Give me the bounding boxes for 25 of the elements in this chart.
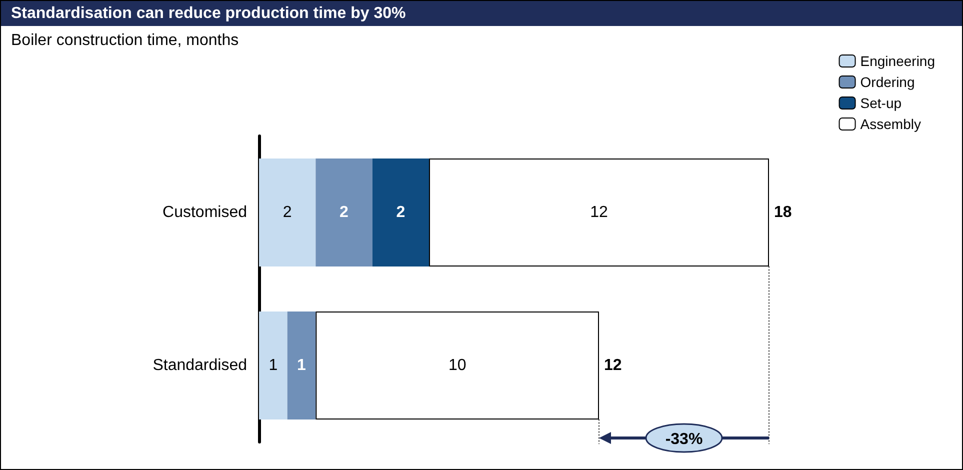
- data-label: 2: [282, 204, 292, 221]
- y-tick-label: Standardised: [152, 357, 247, 374]
- y-tick-label: Customised: [162, 204, 247, 221]
- bar: [372, 158, 429, 266]
- total-label: 12: [604, 356, 622, 374]
- data-label: 1: [297, 357, 306, 374]
- legend-label: Engineering: [860, 53, 936, 69]
- bar: [429, 158, 769, 266]
- legend-label: Ordering: [860, 74, 915, 90]
- bar: [316, 312, 599, 420]
- annotation: -33%: [665, 431, 703, 448]
- total-label: 18: [774, 204, 792, 222]
- bar: [287, 312, 316, 420]
- text: Boiler construction time, months: [11, 32, 239, 50]
- bar: [316, 158, 372, 266]
- legend-label: Set-up: [860, 95, 902, 111]
- data-label: 1: [268, 357, 278, 374]
- legend-label: Assembly: [860, 116, 921, 132]
- data-label: 2: [340, 204, 349, 221]
- data-label: 12: [590, 204, 608, 221]
- bar: [259, 312, 288, 420]
- chart-title: Standardisation can reduce production time by 30%: [1, 1, 962, 26]
- data-label: 2: [396, 204, 406, 221]
- data-label: 10: [448, 357, 466, 374]
- bar: [259, 158, 316, 266]
